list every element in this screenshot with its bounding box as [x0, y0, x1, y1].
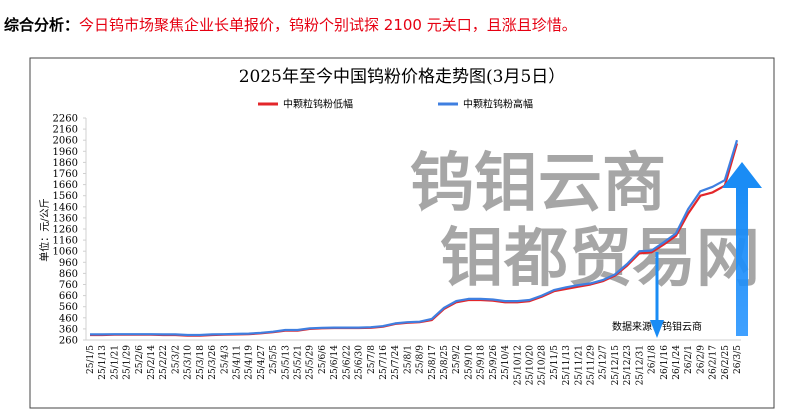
x-tick-label: 25/2/22 — [159, 345, 169, 380]
x-tick-label: 25/7/8 — [367, 345, 377, 374]
x-tick-label: 25/11/13 — [562, 345, 572, 386]
y-tick-label: 1460 — [53, 202, 78, 213]
arrow-down — [650, 252, 664, 338]
y-tick-label: 1660 — [53, 180, 78, 191]
y-tick-label: 660 — [59, 291, 78, 302]
lines — [90, 139, 739, 337]
x-tick-label: 25/8/9 — [416, 345, 426, 374]
x-tick-label: 25/11/21 — [574, 345, 584, 385]
y-tick-label: 1360 — [53, 213, 78, 224]
chart-title: 2025年至今中国钨粉价格走势图(3月5日） — [239, 67, 566, 87]
y-tick-label: 960 — [59, 258, 78, 269]
y-tick-label: 1860 — [53, 158, 78, 169]
x-tick-label: 25/6/22 — [342, 345, 352, 380]
x-tick-label: 25/12/15 — [611, 345, 621, 386]
x-tick-label: 25/3/26 — [208, 345, 218, 380]
x-tick-label: 25/3/2 — [171, 345, 181, 374]
x-tick-label: 25/1/13 — [98, 345, 108, 380]
x-tick-label: 25/9/26 — [489, 345, 499, 380]
x-tick-label: 25/5/13 — [281, 345, 291, 380]
x-tick-label: 25/1/5 — [86, 345, 96, 374]
x-tick-label: 25/3/10 — [184, 345, 194, 380]
x-tick-label: 25/10/4 — [501, 345, 511, 380]
x-tick-label: 26/3/5 — [733, 345, 743, 374]
y-tick-label: 1760 — [53, 169, 78, 180]
y-tick-label: 1560 — [53, 191, 78, 202]
x-tick-label: 26/2/17 — [709, 345, 719, 380]
y-tick-label: 1960 — [53, 147, 78, 158]
y-tick-label: 2160 — [53, 125, 78, 136]
x-tick-label: 25/2/6 — [135, 345, 145, 374]
x-tick-label: 25/10/28 — [538, 345, 548, 386]
x-tick-label: 25/5/29 — [306, 345, 316, 380]
x-tick-label: 25/3/18 — [196, 345, 206, 380]
x-tick-label: 25/6/30 — [355, 345, 365, 380]
x-tick-label: 25/9/2 — [452, 345, 462, 374]
x-tick-label: 25/7/24 — [391, 345, 401, 380]
y-axis-label: 单位：元/公斤 — [38, 198, 51, 261]
watermark-text: 钨钼云商 — [410, 146, 666, 221]
x-tick-label: 26/2/1 — [684, 345, 694, 374]
x-tick-label: 25/8/25 — [440, 345, 450, 380]
x-tick-label: 25/12/23 — [623, 345, 633, 386]
x-tick-label: 26/1/8 — [648, 345, 658, 374]
y-tick-label: 560 — [59, 302, 78, 313]
y-tick-label: 360 — [59, 324, 78, 335]
y-tick-label: 860 — [59, 269, 78, 280]
x-tick-label: 25/12/31 — [635, 345, 645, 385]
header: 综合分析：今日钨市场聚焦企业长单报价，钨粉个别试探 2100 元关口，且涨且珍惜… — [4, 14, 577, 35]
x-tick-label: 25/6/6 — [318, 345, 328, 374]
x-tick-label: 25/9/18 — [477, 345, 487, 380]
x-tick-label: 25/1/21 — [110, 345, 120, 380]
header-text: 今日钨市场聚焦企业长单报价，钨粉个别试探 2100 元关口，且涨且珍惜。 — [79, 16, 577, 34]
x-tick-label: 25/4/3 — [220, 345, 230, 374]
x-tick-label: 25/5/5 — [269, 345, 279, 374]
x-tick-label: 25/10/20 — [525, 345, 535, 386]
y-tick-label: 760 — [59, 280, 78, 291]
y-tick-label: 1260 — [53, 225, 78, 236]
x-tick-label: 25/8/17 — [428, 345, 438, 380]
x-tick-label: 25/4/11 — [232, 345, 242, 380]
x-tick-label: 25/6/14 — [330, 345, 340, 380]
x-tick-label: 25/10/12 — [513, 345, 523, 385]
y-tick-label: 1160 — [53, 236, 78, 247]
y-tick-label: 1060 — [53, 247, 78, 258]
y-tick-label: 2060 — [53, 136, 78, 147]
x-tick-label: 25/11/29 — [587, 345, 597, 386]
series-line — [90, 139, 739, 337]
x-tick-label: 25/12/7 — [599, 345, 609, 380]
x-tick-label: 26/2/9 — [696, 345, 706, 374]
x-tick-label: 25/1/29 — [123, 345, 133, 380]
watermark-text: 钼都贸易网 — [440, 221, 760, 296]
x-tick-label: 25/7/16 — [379, 345, 389, 380]
y-tick-label: 260 — [59, 336, 78, 347]
x-tick-label: 25/4/19 — [245, 345, 255, 380]
x-tick-label: 25/4/27 — [257, 345, 267, 380]
x-tick-label: 25/11/5 — [550, 345, 560, 380]
x-tick-label: 25/8/1 — [403, 345, 413, 374]
x-tick-label: 25/2/14 — [147, 345, 157, 380]
x-tick-label: 26/1/24 — [672, 345, 682, 380]
legend-label: 中颗粒钨粉低幅 — [283, 98, 353, 111]
arrow-up — [722, 162, 762, 336]
x-tick-label: 26/1/16 — [660, 345, 670, 380]
x-tick-label: 25/9/10 — [464, 345, 474, 380]
legend-label: 中颗粒钨粉高幅 — [463, 98, 533, 111]
y-tick-label: 2260 — [53, 114, 78, 125]
header-label: 综合分析： — [4, 16, 80, 34]
chart-frame — [29, 57, 775, 409]
x-tick-label: 26/2/25 — [721, 345, 731, 380]
x-tick-label: 25/5/21 — [294, 345, 304, 380]
axes: 2603604605606607608609601060116012601360… — [53, 98, 743, 386]
y-tick-label: 460 — [59, 313, 78, 324]
